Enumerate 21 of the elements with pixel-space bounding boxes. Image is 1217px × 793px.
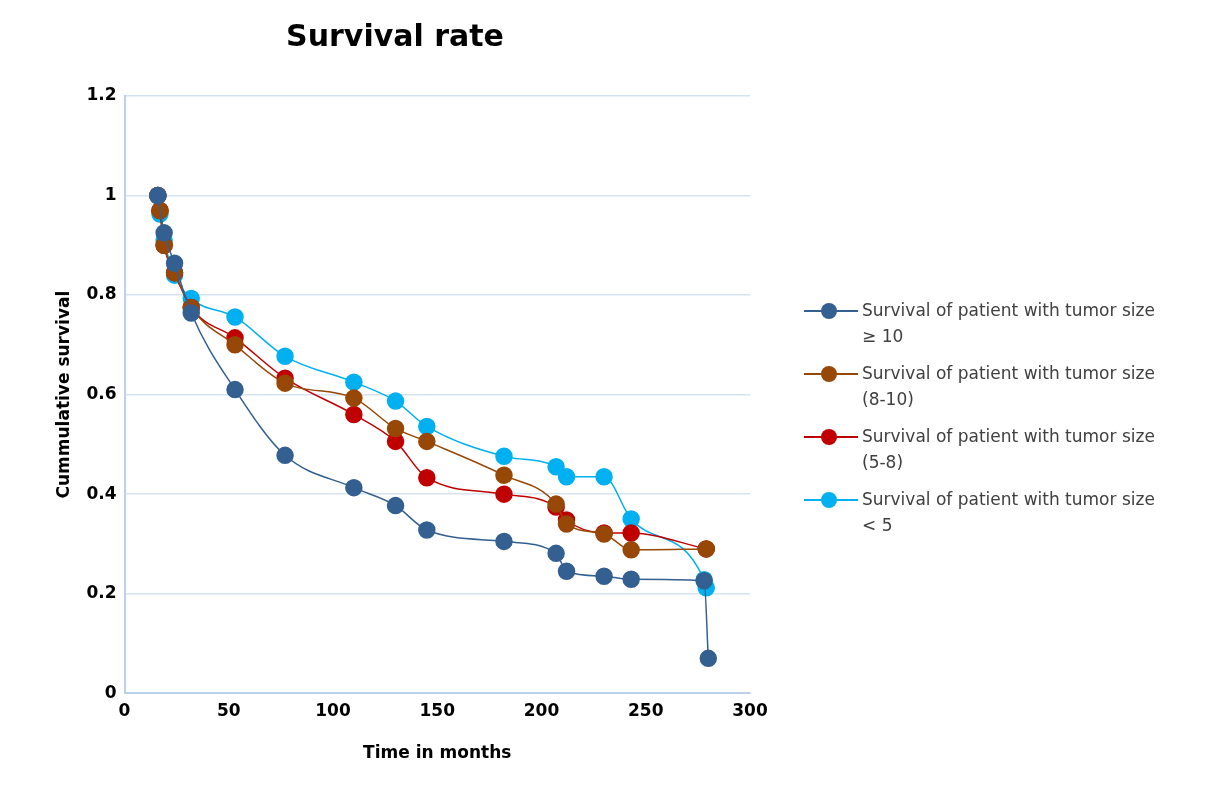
legend-label: Survival of patient with tumor size ≥ 10 [862, 299, 1156, 348]
x-tick-label: 150 [419, 699, 456, 720]
y-axis-title: Cummulative survival [52, 290, 73, 499]
x-tick-label: 100 [315, 699, 351, 720]
legend-label: Survival of patient with tumor size < 5 [862, 488, 1156, 537]
y-tick-label: 0.6 [86, 383, 117, 404]
y-tick-label: 1.2 [86, 84, 117, 105]
legend-label: Survival of patient with tumor size (5-8) [862, 425, 1156, 474]
x-tick-label: 50 [216, 699, 241, 720]
legend-label: Survival of patient with tumor size (8-10) [862, 362, 1156, 411]
y-tick-label: 0.8 [86, 283, 117, 304]
x-tick-label: 300 [732, 699, 768, 720]
x-tick-label: 200 [523, 699, 560, 720]
chart-title: Survival rate [286, 17, 504, 53]
y-tick-label: 0.4 [86, 482, 117, 503]
y-tick-label: 1 [104, 183, 117, 204]
x-tick-label: 250 [628, 699, 664, 720]
x-tick-label: 0 [118, 699, 131, 720]
x-axis-title: Time in months [363, 742, 512, 763]
y-tick-label: 0 [104, 681, 117, 702]
y-tick-label: 0.2 [86, 582, 117, 603]
